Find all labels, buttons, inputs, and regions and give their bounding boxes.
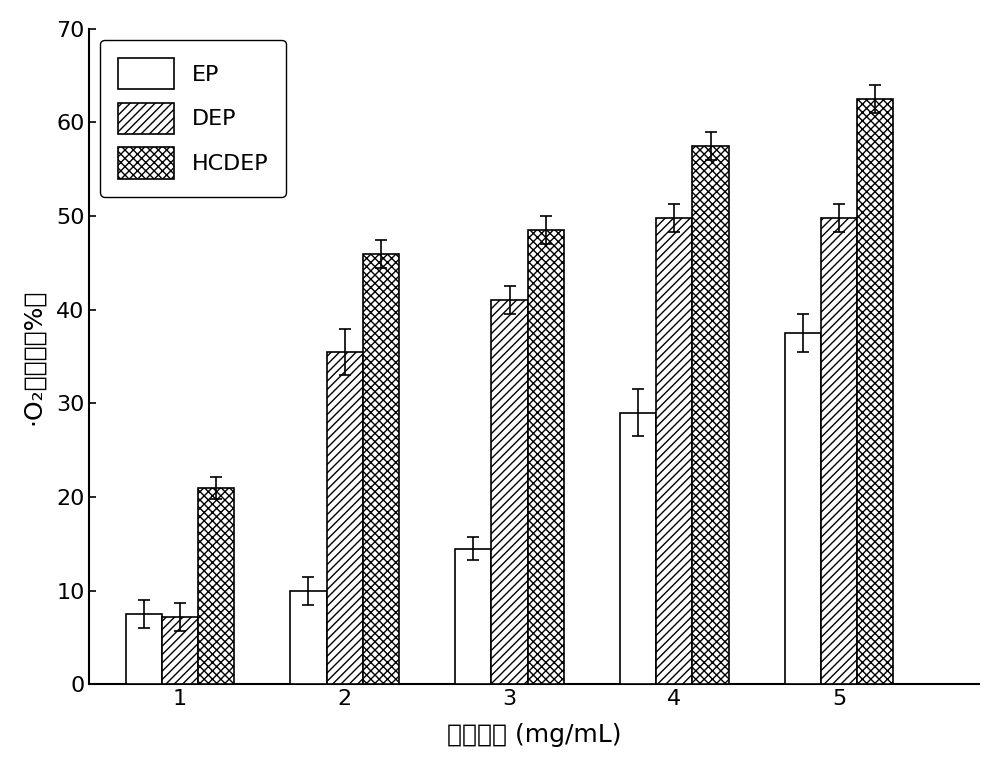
Bar (327, 352, 363, 684)
Bar (126, 614, 162, 684)
Bar (363, 253, 399, 684)
Bar (491, 300, 528, 684)
Bar (857, 99, 893, 684)
Bar (455, 548, 491, 684)
Bar (692, 146, 729, 684)
Bar (656, 218, 692, 684)
Bar (528, 230, 564, 684)
Bar (821, 218, 857, 684)
Legend: EP, DEP, HCDEP: EP, DEP, HCDEP (100, 40, 286, 197)
Bar (785, 333, 821, 684)
Bar (162, 617, 198, 684)
Bar (198, 488, 234, 684)
Bar (290, 591, 327, 684)
Bar (620, 413, 656, 684)
Y-axis label: ·O₂清除率（%）: ·O₂清除率（%） (21, 289, 45, 425)
X-axis label: 样品浓度 (mg/mL): 样品浓度 (mg/mL) (447, 723, 621, 747)
